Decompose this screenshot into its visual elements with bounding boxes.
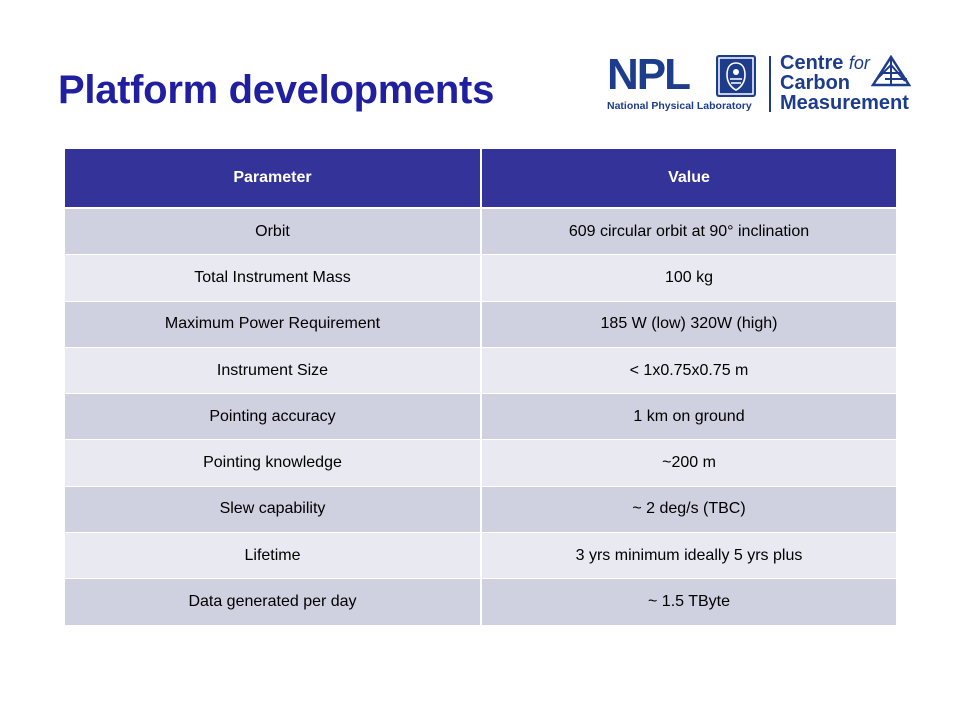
cell-value: 609 circular orbit at 90° inclination — [481, 208, 896, 255]
npl-subtitle: National Physical Laboratory — [607, 100, 752, 112]
npl-logo: NPL National Physical Laboratory Centre … — [607, 53, 912, 115]
cell-parameter: Data generated per day — [65, 578, 482, 625]
cell-parameter: Lifetime — [65, 532, 482, 579]
table-row: Orbit 609 circular orbit at 90° inclinat… — [65, 208, 896, 255]
header-value: Value — [481, 149, 896, 209]
cell-parameter: Pointing knowledge — [65, 439, 482, 487]
table-row: Maximum Power Requirement 185 W (low) 32… — [65, 300, 896, 348]
cell-value: < 1x0.75x0.75 m — [481, 346, 896, 394]
npl-wordmark: NPL — [607, 50, 691, 99]
cell-value: ~ 2 deg/s (TBC) — [481, 485, 896, 533]
cell-value: 3 yrs minimum ideally 5 yrs plus — [481, 532, 896, 579]
cell-value: 185 W (low) 320W (high) — [481, 300, 896, 348]
header-parameter: Parameter — [65, 149, 482, 209]
cell-parameter: Maximum Power Requirement — [65, 300, 482, 348]
ccm-centre: Centre — [780, 52, 844, 74]
cell-parameter: Instrument Size — [65, 346, 482, 394]
table-row: Pointing knowledge ~200 m — [65, 439, 896, 487]
table-row: Slew capability ~ 2 deg/s (TBC) — [65, 485, 896, 533]
cell-parameter: Pointing accuracy — [65, 393, 482, 440]
cell-value: ~ 1.5 TByte — [481, 578, 896, 625]
table-row: Instrument Size < 1x0.75x0.75 m — [65, 346, 896, 394]
ccm-for: for — [848, 53, 870, 73]
cell-value: 1 km on ground — [481, 393, 896, 440]
crest-icon — [716, 55, 756, 97]
table-row: Total Instrument Mass 100 kg — [65, 254, 896, 302]
table-row: Data generated per day ~ 1.5 TByte — [65, 578, 896, 625]
cell-value: 100 kg — [481, 254, 896, 302]
ccm-wordmark: Centre for Carbon Measurement — [780, 53, 909, 113]
cell-value: ~200 m — [481, 439, 896, 487]
cell-parameter: Slew capability — [65, 485, 482, 533]
table-row: Pointing accuracy 1 km on ground — [65, 393, 896, 440]
table-row: Lifetime 3 yrs minimum ideally 5 yrs plu… — [65, 532, 896, 579]
logo-divider — [769, 56, 771, 112]
cell-parameter: Total Instrument Mass — [65, 254, 482, 302]
parameter-table: Parameter Value Orbit 609 circular orbit… — [65, 149, 896, 625]
globe-grid-icon — [870, 54, 912, 89]
page-title: Platform developments — [58, 68, 495, 112]
table-header-row: Parameter Value — [65, 149, 896, 209]
ccm-measurement: Measurement — [780, 92, 909, 114]
ccm-carbon: Carbon — [780, 72, 850, 94]
cell-parameter: Orbit — [65, 208, 482, 255]
